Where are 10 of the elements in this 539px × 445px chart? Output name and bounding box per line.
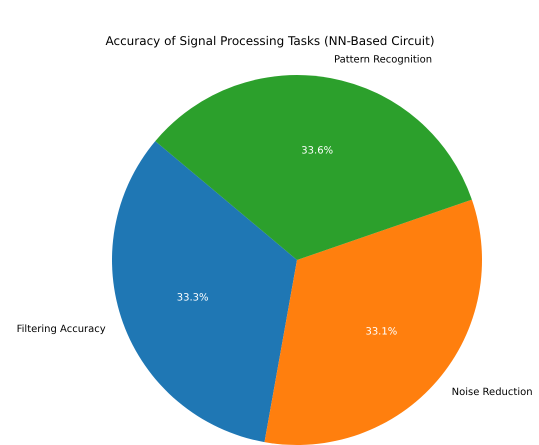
pie-slice: [112, 141, 297, 442]
pie-slice: [155, 75, 472, 260]
pie-slice: [264, 200, 482, 445]
chart-title: Accuracy of Signal Processing Tasks (NN-Based Circuit): [105, 34, 435, 48]
slice-label: Noise Reduction: [452, 386, 533, 398]
data-label: 33.1%: [365, 326, 398, 338]
slice-label: Pattern Recognition: [334, 54, 432, 66]
data-label: 33.6%: [301, 145, 334, 156]
data-label: 33.3%: [176, 292, 209, 304]
slice-label: Filtering Accuracy: [16, 324, 106, 335]
